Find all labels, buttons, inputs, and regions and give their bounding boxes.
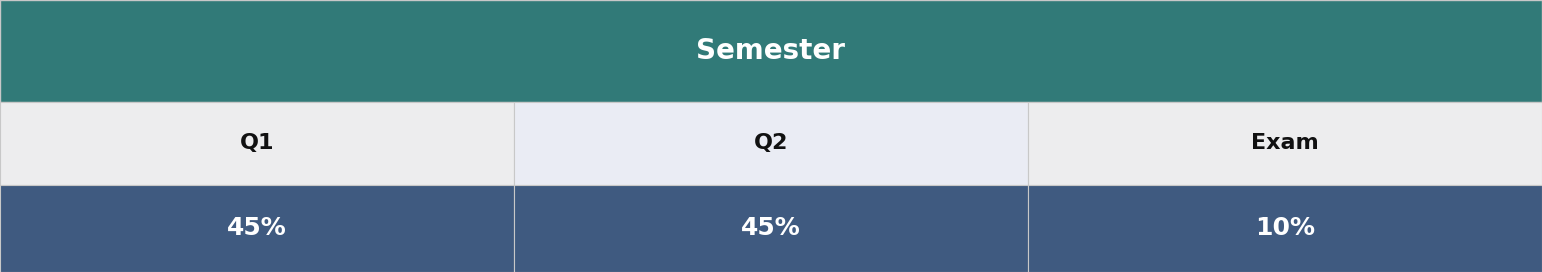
FancyBboxPatch shape [0, 102, 513, 185]
Text: Q2: Q2 [754, 134, 788, 153]
FancyBboxPatch shape [1029, 185, 1542, 272]
FancyBboxPatch shape [0, 0, 1542, 102]
FancyBboxPatch shape [513, 185, 1029, 272]
Text: Exam: Exam [1251, 134, 1318, 153]
Text: 45%: 45% [742, 217, 800, 240]
FancyBboxPatch shape [0, 185, 513, 272]
Text: Q1: Q1 [239, 134, 274, 153]
FancyBboxPatch shape [513, 102, 1029, 185]
Text: 45%: 45% [227, 217, 287, 240]
Text: 10%: 10% [1255, 217, 1315, 240]
Text: Semester: Semester [697, 37, 845, 65]
FancyBboxPatch shape [1029, 102, 1542, 185]
